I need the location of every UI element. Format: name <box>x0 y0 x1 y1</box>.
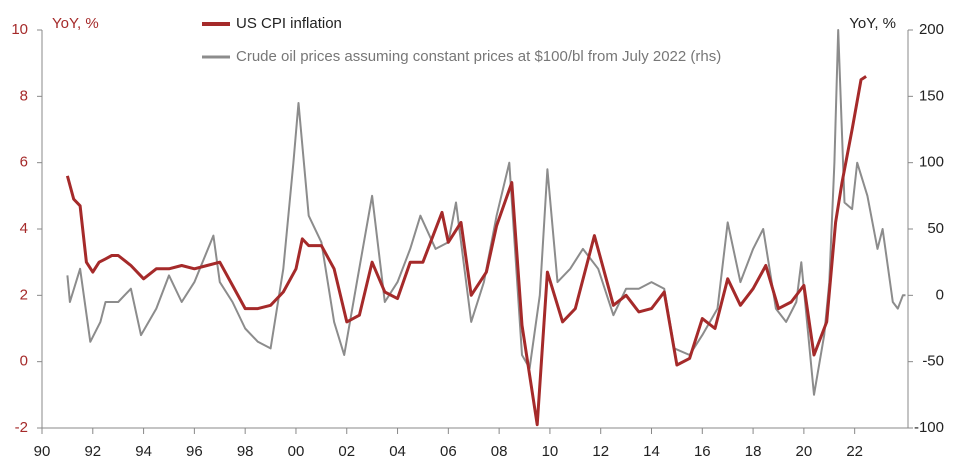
x-tick-label: 94 <box>135 443 152 460</box>
y-tick-label: 4 <box>20 220 28 237</box>
y-tick-label: 0 <box>20 353 28 370</box>
legend-label: Crude oil prices assuming constant price… <box>236 48 721 65</box>
x-tick-label: 18 <box>745 443 762 460</box>
x-tick-label: 98 <box>237 443 254 460</box>
x-tick-label: 02 <box>338 443 355 460</box>
x-tick-label: 12 <box>592 443 609 460</box>
y-axis-title: YoY, % <box>52 15 99 32</box>
y2-tick-label: 150 <box>919 87 944 104</box>
y-tick-label: -2 <box>15 419 28 436</box>
x-tick-label: 20 <box>796 443 813 460</box>
x-tick-label: 06 <box>440 443 457 460</box>
x-tick-label: 90 <box>34 443 51 460</box>
y2-tick-label: -50 <box>922 353 944 370</box>
y-tick-label: 8 <box>20 87 28 104</box>
series-line <box>66 29 906 396</box>
y2-tick-label: 200 <box>919 21 944 38</box>
x-tick-label: 00 <box>288 443 305 460</box>
y2-tick-label: -100 <box>914 419 944 436</box>
x-tick-label: 14 <box>643 443 660 460</box>
x-tick-label: 92 <box>84 443 101 460</box>
x-tick-label: 08 <box>491 443 508 460</box>
y2-tick-label: 100 <box>919 154 944 171</box>
y-tick-label: 10 <box>11 21 28 38</box>
y2-tick-label: 50 <box>927 220 944 237</box>
y2-tick-label: 0 <box>936 286 944 303</box>
series-line <box>65 75 867 427</box>
y-tick-label: 6 <box>20 154 28 171</box>
x-tick-label: 04 <box>389 443 406 460</box>
x-tick-label: 22 <box>846 443 863 460</box>
x-tick-label: 10 <box>542 443 559 460</box>
x-tick-label: 16 <box>694 443 711 460</box>
x-tick-label: 96 <box>186 443 203 460</box>
y2-axis-title: YoY, % <box>849 15 896 32</box>
legend-label: US CPI inflation <box>236 15 342 32</box>
y-tick-label: 2 <box>20 286 28 303</box>
